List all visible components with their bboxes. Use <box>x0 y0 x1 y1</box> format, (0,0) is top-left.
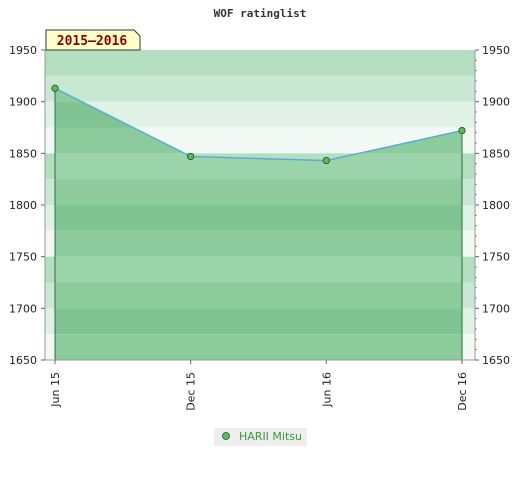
drop-lines <box>54 88 463 360</box>
data-points <box>51 84 466 165</box>
area-stripe <box>55 256 462 283</box>
chart-title: WOF ratinglist <box>214 7 307 20</box>
legend-marker <box>222 432 230 440</box>
data-point <box>51 84 59 92</box>
area-stripe <box>55 205 462 231</box>
x-axis-ticks: Jun 15 Dec 15 Jun 16 Dec 16 <box>49 360 469 411</box>
y-tick-label-left: 1650 <box>9 354 37 367</box>
y-tick-label-left: 1850 <box>9 147 37 160</box>
y-tick-label-right: 1750 <box>482 251 510 264</box>
area-stripe <box>55 308 462 335</box>
background-band <box>45 50 475 76</box>
series-line <box>54 87 463 162</box>
data-point <box>322 156 330 165</box>
area-stripe <box>55 179 462 205</box>
y-tick-label-right: 1850 <box>482 147 510 160</box>
x-tick-label: Dec 15 <box>185 372 198 411</box>
y-tick-label-left: 1950 <box>9 44 37 57</box>
series-line-path <box>54 87 463 162</box>
y-axis-left-ticks: 1650 1700 1750 1800 1850 1900 1950 <box>9 44 45 367</box>
data-point <box>187 152 195 161</box>
area-stripe <box>55 282 462 309</box>
period-label: 2015–2016 <box>57 34 128 49</box>
y-tick-label-right: 1900 <box>482 96 510 109</box>
x-tick-label: Dec 16 <box>456 372 469 411</box>
y-tick-label-right: 1800 <box>482 199 510 212</box>
y-tick-label-right: 1950 <box>482 44 510 57</box>
y-tick-label-right: 1700 <box>482 302 510 315</box>
y-tick-label-left: 1700 <box>9 302 37 315</box>
legend-label: HARII Mitsu <box>239 430 302 443</box>
y-tick-label-left: 1800 <box>9 199 37 212</box>
background-band <box>45 75 475 102</box>
area-stripe <box>55 334 462 360</box>
area-stripe <box>55 230 462 257</box>
x-tick-label: Jun 16 <box>320 372 333 408</box>
legend[interactable]: HARII Mitsu <box>214 428 307 446</box>
y-tick-label-left: 1900 <box>9 96 37 109</box>
data-point <box>458 127 466 135</box>
y-tick-label-right: 1650 <box>482 354 510 367</box>
y-tick-label-left: 1750 <box>9 251 37 264</box>
period-badge: 2015–2016 <box>45 29 141 51</box>
x-tick-label: Jun 15 <box>49 372 62 408</box>
y-axis-right-ticks: 1650 1700 1750 1800 1850 1900 1950 <box>475 44 510 367</box>
